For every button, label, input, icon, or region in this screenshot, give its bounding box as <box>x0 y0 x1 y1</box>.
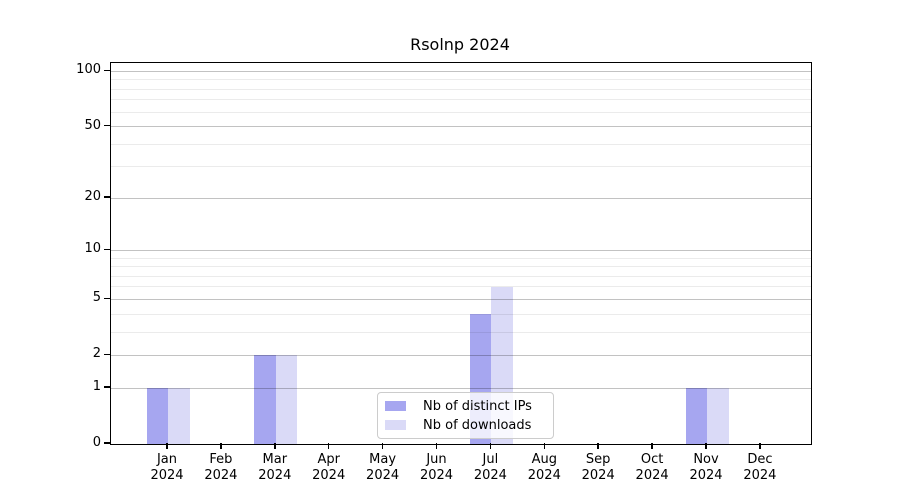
x-tick-label-jan: Jan 2024 <box>150 452 184 483</box>
y-tick-100 <box>104 69 110 72</box>
x-tick-aug <box>543 443 546 449</box>
x-tick-dec <box>759 443 761 449</box>
bar-distinct-ips-mar <box>254 355 276 444</box>
x-tick-label-jul: Jul 2024 <box>473 452 507 483</box>
x-tick-feb <box>220 443 222 449</box>
gridline-major-50 <box>111 126 811 128</box>
x-tick-label-jun: Jun 2024 <box>419 452 454 483</box>
plot-area <box>110 62 812 445</box>
y-tick-label-20: 20 <box>84 189 101 205</box>
gridline-major-100 <box>111 70 811 72</box>
gridline-minor-30 <box>111 166 811 168</box>
y-tick-50 <box>104 124 110 127</box>
y-tick-2 <box>104 353 110 356</box>
y-tick-label-5: 5 <box>92 290 101 306</box>
grid-layer <box>111 63 811 444</box>
gridline-minor-40 <box>111 143 811 145</box>
y-tick-label-0: 0 <box>92 435 101 450</box>
y-tick-5 <box>104 297 110 300</box>
gridline-minor-6 <box>111 286 811 288</box>
x-tick-jun <box>435 443 438 449</box>
gridline-minor-8 <box>111 266 811 268</box>
x-tick-mar <box>274 443 276 449</box>
gridline-major-1 <box>111 387 811 389</box>
y-tick-label-2: 2 <box>92 346 101 362</box>
bar-downloads-jan <box>168 388 190 444</box>
legend-label-downloads: Nb of downloads <box>423 417 532 433</box>
x-tick-label-dec: Dec 2024 <box>743 452 777 483</box>
gridline-minor-4 <box>111 313 811 315</box>
x-tick-jan <box>166 443 168 449</box>
gridline-minor-9 <box>111 257 811 259</box>
bar-distinct-ips-nov <box>685 388 707 444</box>
y-tick-label-1: 1 <box>92 379 101 395</box>
gridline-minor-80 <box>111 88 811 90</box>
legend-swatch-downloads <box>385 420 406 430</box>
x-tick-label-apr: Apr 2024 <box>312 452 346 483</box>
legend-swatch-distinct-ips <box>385 401 406 411</box>
x-tick-label-nov: Nov 2024 <box>689 452 723 483</box>
y-tick-label-50: 50 <box>84 117 101 133</box>
y-tick-label-10: 10 <box>84 241 101 257</box>
x-tick-jul <box>489 443 492 449</box>
bar-distinct-ips-jan <box>146 388 168 444</box>
y-tick-10 <box>104 248 110 251</box>
y-tick-0 <box>104 442 110 444</box>
legend: Nb of distinct IPs Nb of downloads <box>377 392 554 439</box>
x-tick-oct <box>651 443 653 449</box>
gridline-minor-70 <box>111 99 811 101</box>
gridline-major-20 <box>111 197 811 199</box>
legend-label-distinct-ips: Nb of distinct IPs <box>423 398 532 414</box>
gridline-major-5 <box>111 298 811 300</box>
x-tick-may <box>381 443 384 449</box>
y-tick-20 <box>104 196 110 198</box>
x-tick-label-aug: Aug 2024 <box>527 452 561 483</box>
gridline-minor-60 <box>111 111 811 113</box>
gridline-major-10 <box>111 249 811 251</box>
gridline-major-2 <box>111 354 811 356</box>
x-tick-label-oct: Oct 2024 <box>635 452 669 483</box>
bar-downloads-nov <box>707 388 729 444</box>
y-tick-label-100: 100 <box>76 62 101 78</box>
x-tick-sep <box>597 443 599 449</box>
x-tick-nov <box>705 443 707 449</box>
legend-item-downloads: Nb of downloads <box>385 416 553 435</box>
x-tick-label-may: May 2024 <box>366 452 400 483</box>
gridline-minor-90 <box>111 79 811 81</box>
chart-title: Rsolnp 2024 <box>410 35 510 54</box>
gridline-minor-7 <box>111 275 811 277</box>
gridline-minor-3 <box>111 331 811 333</box>
x-tick-apr <box>327 443 330 449</box>
x-tick-label-mar: Mar 2024 <box>258 452 292 483</box>
bar-downloads-mar <box>275 355 298 444</box>
x-tick-label-feb: Feb 2024 <box>204 452 238 483</box>
x-tick-label-sep: Sep 2024 <box>581 452 615 483</box>
y-tick-1 <box>104 386 110 388</box>
legend-item-distinct-ips: Nb of distinct IPs <box>385 397 553 416</box>
